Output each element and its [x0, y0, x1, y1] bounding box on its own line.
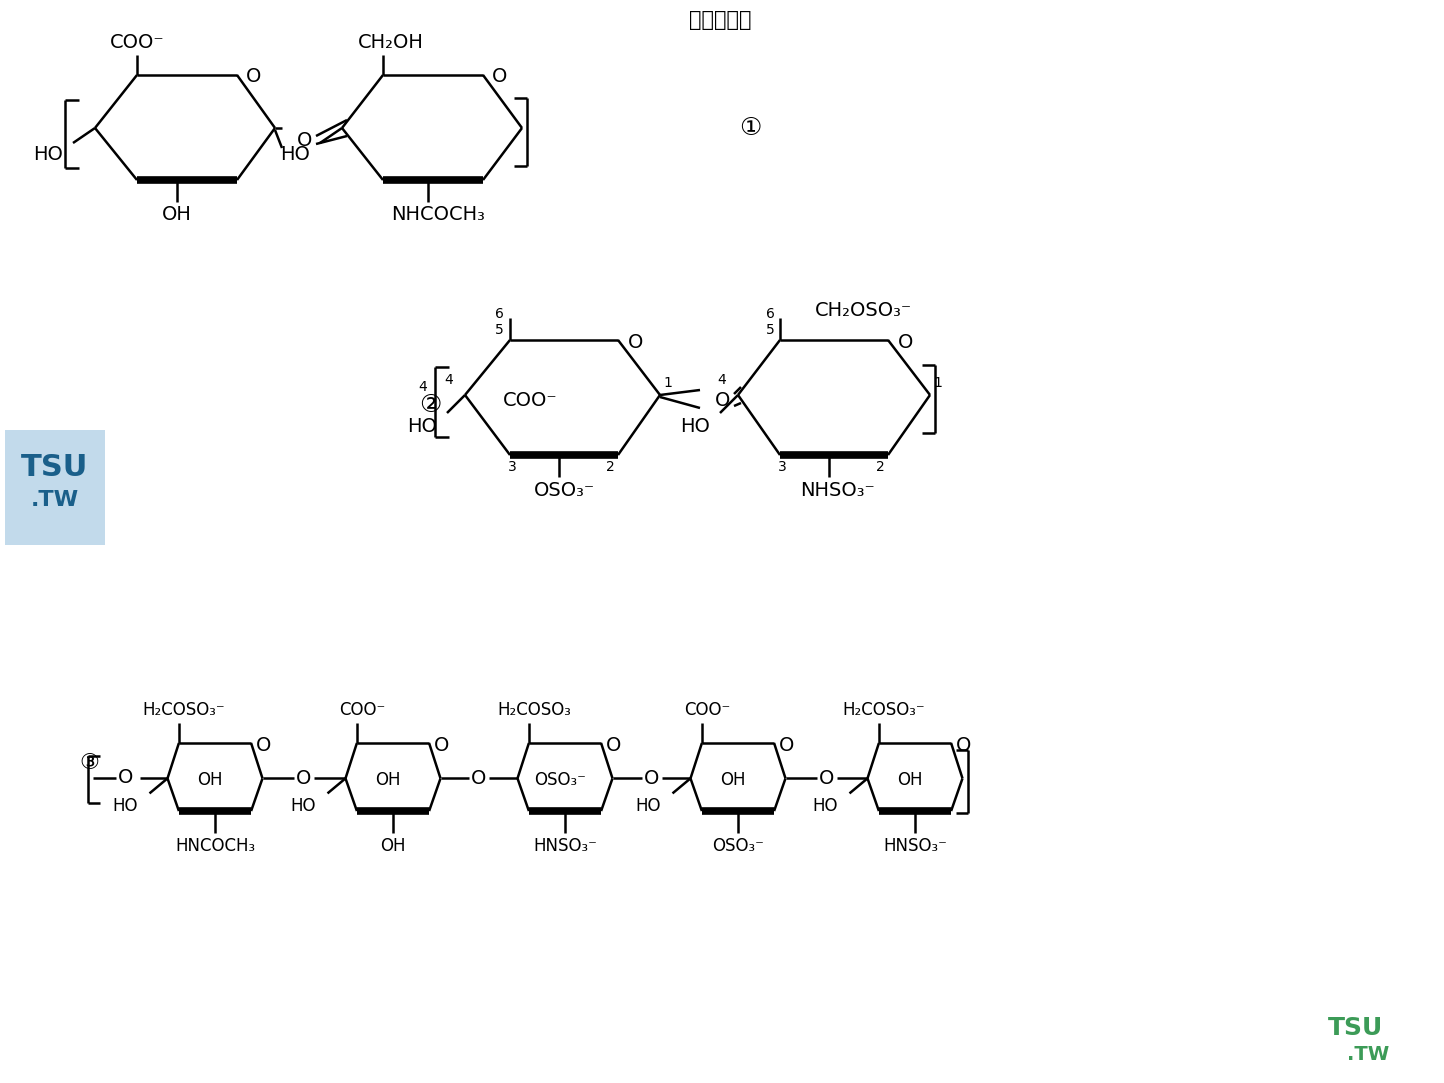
Text: .TW: .TW — [30, 490, 79, 510]
Text: ③: ③ — [79, 754, 100, 773]
Text: OH: OH — [380, 837, 406, 856]
Text: NHCOCH₃: NHCOCH₃ — [391, 206, 485, 224]
Text: 6: 6 — [495, 306, 504, 321]
Text: OH: OH — [721, 771, 745, 790]
Text: HO: HO — [680, 418, 710, 436]
Text: COO⁻: COO⁻ — [503, 391, 557, 409]
Text: HO: HO — [635, 797, 660, 815]
Text: ②: ② — [419, 393, 442, 417]
Text: O: O — [471, 769, 487, 788]
Text: HNCOCH₃: HNCOCH₃ — [175, 837, 256, 856]
Text: O: O — [644, 769, 660, 788]
Text: CH₂OSO₃⁻: CH₂OSO₃⁻ — [814, 300, 913, 319]
Text: OH: OH — [198, 771, 222, 790]
Text: O: O — [898, 332, 914, 352]
Text: NHSO₃⁻: NHSO₃⁻ — [800, 482, 875, 500]
Text: COO⁻: COO⁻ — [684, 701, 731, 719]
Text: 天山医学院: 天山医学院 — [689, 10, 751, 30]
Text: O: O — [433, 735, 449, 755]
Text: O: O — [819, 769, 835, 788]
Text: TSU: TSU — [22, 453, 88, 482]
Text: HO: HO — [290, 797, 315, 815]
Text: .TW: .TW — [1347, 1045, 1389, 1065]
Text: ①: ① — [739, 116, 761, 140]
FancyBboxPatch shape — [4, 430, 105, 545]
Text: HNSO₃⁻: HNSO₃⁻ — [533, 837, 596, 856]
Text: O: O — [778, 735, 794, 755]
Text: O: O — [118, 768, 133, 787]
Text: OSO₃⁻: OSO₃⁻ — [533, 482, 595, 500]
Text: COO⁻: COO⁻ — [339, 701, 386, 719]
Text: OH: OH — [162, 205, 192, 223]
Text: O: O — [256, 735, 271, 755]
Text: O: O — [296, 769, 312, 788]
Text: HO: HO — [812, 797, 838, 815]
Text: 4: 4 — [718, 373, 726, 387]
Text: OH: OH — [897, 771, 923, 790]
Text: 5: 5 — [495, 323, 504, 337]
Text: O: O — [247, 67, 261, 87]
Text: O: O — [492, 67, 508, 87]
Text: CH₂OH: CH₂OH — [358, 34, 425, 52]
Text: 1: 1 — [934, 376, 943, 390]
Text: 3: 3 — [508, 460, 517, 474]
Text: HO: HO — [280, 144, 310, 164]
Text: O: O — [715, 391, 731, 409]
Text: 4: 4 — [419, 380, 427, 394]
Text: O: O — [297, 130, 313, 149]
Text: O: O — [628, 332, 644, 352]
Text: OSO₃⁻: OSO₃⁻ — [534, 771, 586, 790]
Text: HO: HO — [33, 144, 64, 164]
Text: HO: HO — [407, 418, 438, 436]
Text: 2: 2 — [605, 460, 614, 474]
Text: 4: 4 — [445, 373, 453, 387]
Text: TSU: TSU — [1327, 1016, 1382, 1040]
Text: H₂COSO₃⁻: H₂COSO₃⁻ — [843, 701, 926, 719]
Text: O: O — [605, 735, 621, 755]
Text: OSO₃⁻: OSO₃⁻ — [712, 837, 764, 856]
Text: 6: 6 — [767, 306, 775, 321]
Text: OH: OH — [375, 771, 401, 790]
Text: HNSO₃⁻: HNSO₃⁻ — [884, 837, 947, 856]
Text: H₂COSO₃: H₂COSO₃ — [497, 701, 570, 719]
Text: O: O — [956, 735, 970, 755]
Text: H₂COSO₃⁻: H₂COSO₃⁻ — [143, 701, 225, 719]
Text: HO: HO — [113, 797, 137, 815]
Text: 3: 3 — [778, 460, 787, 474]
Text: 5: 5 — [767, 323, 775, 337]
Text: 1: 1 — [664, 376, 673, 390]
Text: COO⁻: COO⁻ — [110, 34, 165, 52]
Text: 2: 2 — [875, 460, 884, 474]
